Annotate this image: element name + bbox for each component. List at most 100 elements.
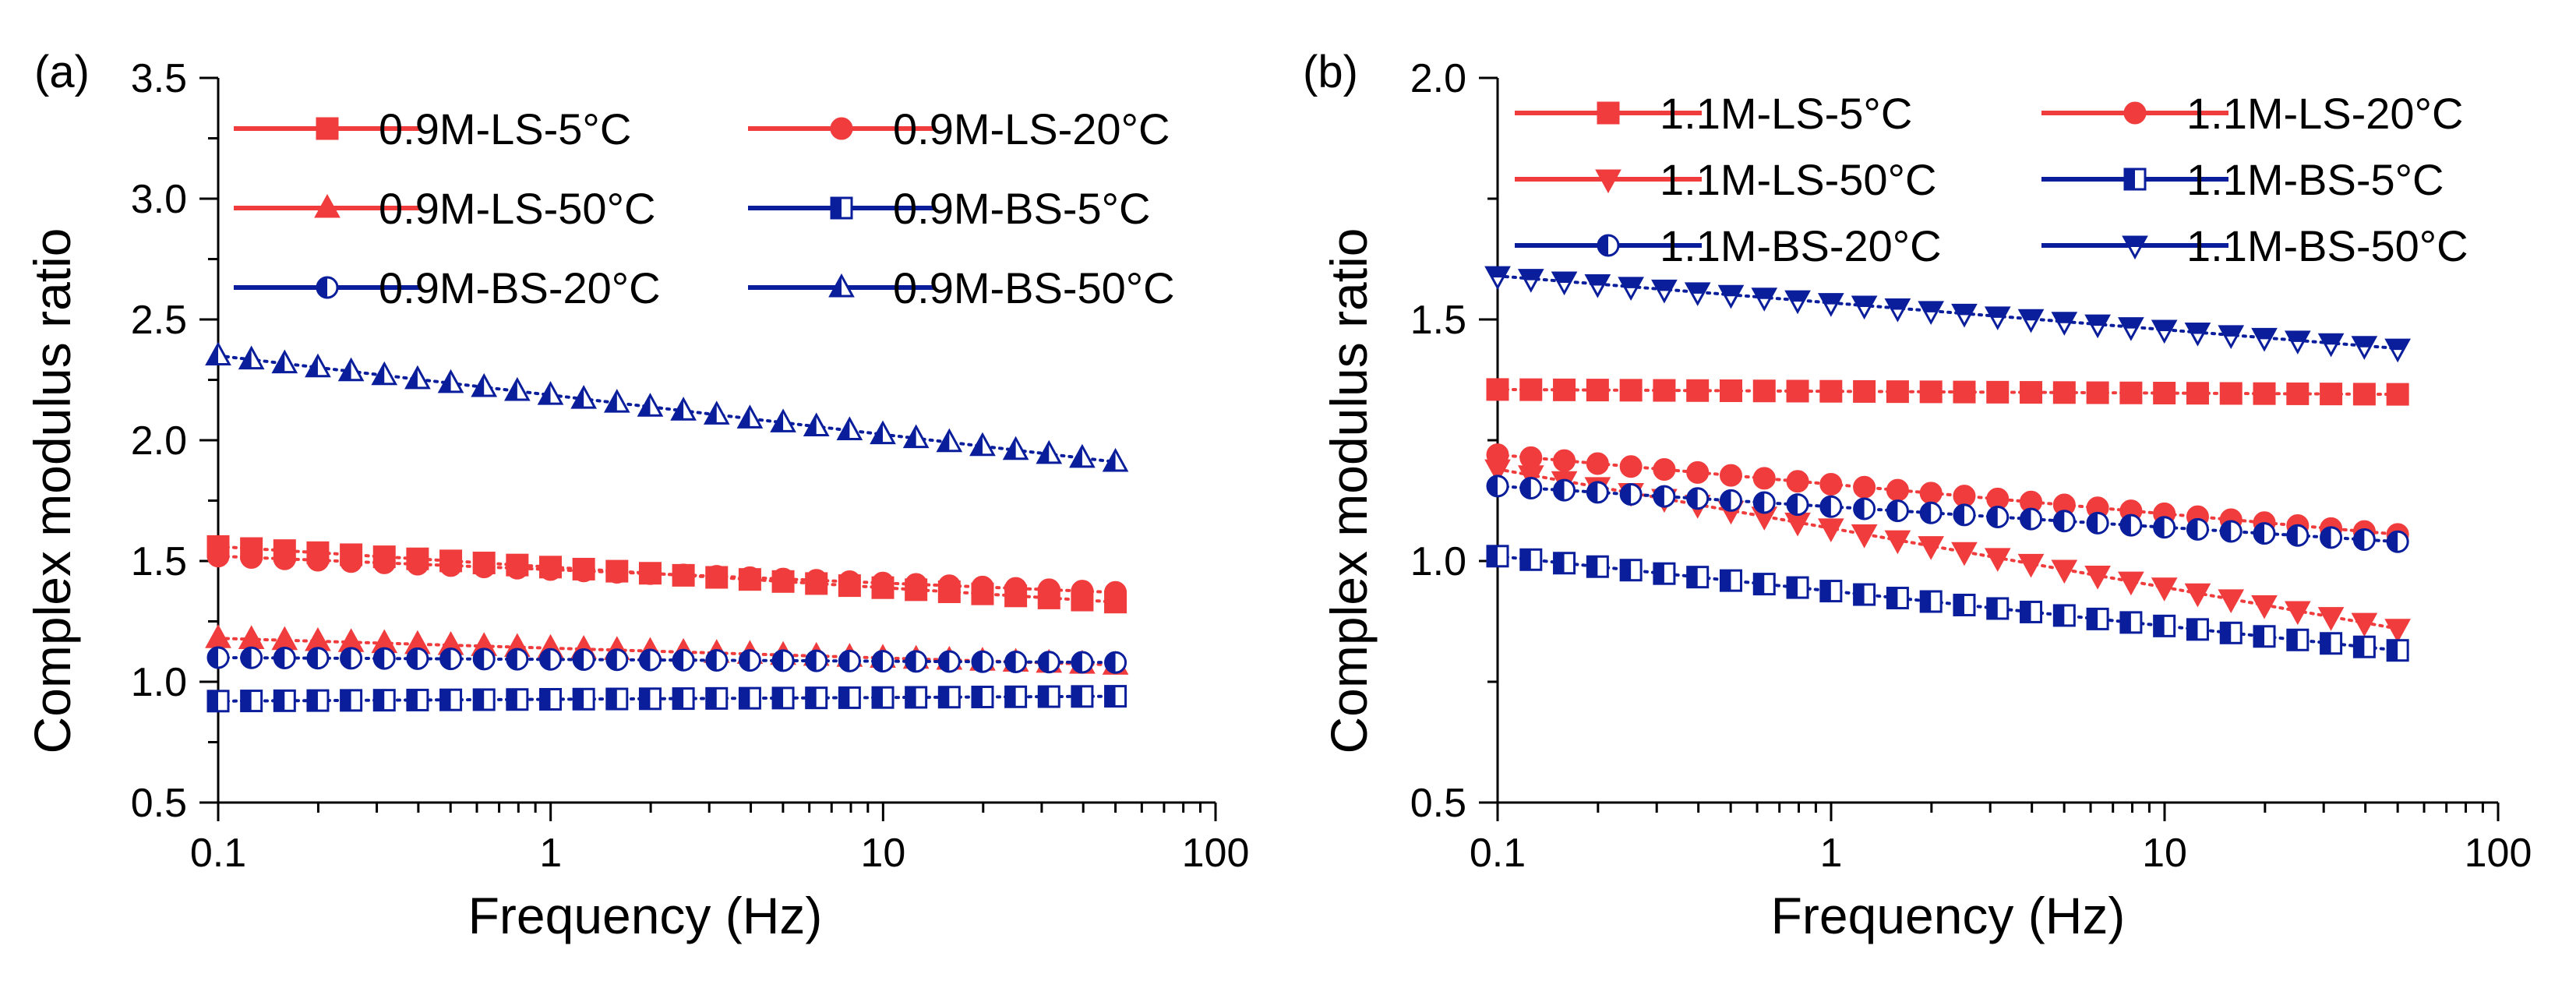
data-point	[1519, 446, 1543, 469]
data-series	[1486, 545, 2409, 662]
data-point	[2052, 510, 2076, 533]
data-point	[705, 648, 729, 672]
y-tick-label: 3.0	[131, 177, 187, 222]
data-point	[1553, 378, 1576, 401]
data-point	[404, 365, 431, 390]
data-point	[306, 549, 330, 572]
data-point	[2052, 604, 2076, 627]
data-point	[1886, 499, 1909, 523]
data-point	[340, 647, 363, 670]
data-point	[637, 393, 664, 417]
data-point	[1519, 548, 1543, 571]
data-point	[1586, 452, 1609, 475]
series-line	[1496, 484, 2400, 544]
data-point	[703, 400, 730, 425]
data-series	[205, 341, 1129, 472]
data-point	[340, 550, 363, 573]
data-point	[2317, 333, 2345, 358]
data-point	[2386, 639, 2409, 662]
data-point	[870, 420, 896, 445]
data-series	[1484, 266, 2411, 363]
legend-marker	[828, 273, 855, 298]
y-tick-label: 2.0	[131, 418, 187, 464]
data-point	[570, 385, 597, 409]
data-point	[371, 361, 398, 386]
data-point	[1784, 290, 1811, 315]
data-point	[1037, 685, 1060, 708]
data-point	[1553, 478, 1576, 502]
data-point	[936, 428, 963, 453]
data-point	[437, 369, 464, 393]
data-point	[372, 689, 396, 712]
data-point	[2284, 601, 2311, 626]
data-point	[1071, 651, 1094, 674]
data-point	[1653, 562, 1676, 585]
data-point	[1519, 477, 1543, 500]
data-point	[1651, 279, 1678, 304]
legend-label: 0.9M-LS-20°C	[893, 104, 1170, 153]
y-tick-label: 2.5	[131, 298, 187, 343]
data-point	[603, 389, 630, 413]
data-point	[2219, 621, 2243, 644]
data-point	[2186, 517, 2209, 541]
data-point	[1953, 485, 1976, 508]
data-point	[2151, 577, 2178, 602]
data-series	[1486, 475, 2409, 553]
data-point	[736, 404, 764, 429]
x-tick-label: 0.1	[190, 831, 246, 876]
data-point	[2251, 595, 2278, 619]
legend-marker	[830, 117, 853, 140]
series-line	[217, 554, 1117, 595]
data-point	[406, 688, 429, 711]
legend-item: 0.9M-BS-5°C	[748, 184, 1150, 233]
data-point	[1004, 577, 1028, 600]
data-point	[205, 341, 231, 366]
legend-label: 0.9M-BS-50°C	[893, 263, 1175, 312]
data-point	[1717, 284, 1745, 309]
series-group	[1484, 266, 2411, 662]
data-point	[372, 551, 396, 574]
data-point	[1918, 536, 1945, 560]
data-point	[406, 647, 429, 670]
data-point	[2084, 314, 2111, 339]
data-point	[1619, 559, 1643, 582]
legend-label: 1.1M-LS-50°C	[1660, 155, 1936, 204]
data-point	[1953, 593, 1976, 616]
data-point	[206, 646, 230, 669]
data-point	[805, 686, 828, 710]
data-point	[2352, 635, 2376, 658]
data-point	[1786, 379, 1809, 403]
data-point	[1517, 465, 1544, 489]
data-point	[506, 556, 529, 580]
data-point	[2017, 553, 2045, 578]
data-point	[2219, 520, 2243, 543]
legend-marker	[1595, 169, 1621, 194]
data-point	[271, 349, 298, 374]
ticks: 0.1 1 10 100 0.5 1.0 1.5 2.0 2.5 3.0 3.5	[131, 56, 1250, 876]
data-point	[1986, 380, 2010, 404]
chart-panel-b: (b) Complex modulus ratio Frequency (Hz)…	[1303, 47, 2532, 944]
data-point	[1752, 379, 1776, 403]
data-point	[439, 688, 463, 711]
data-point	[2151, 319, 2178, 344]
data-point	[902, 424, 930, 449]
data-point	[705, 565, 729, 588]
data-point	[506, 688, 529, 711]
legend-label: 1.1M-BS-50°C	[2186, 221, 2468, 270]
data-point	[1786, 576, 1809, 599]
data-series	[206, 646, 1127, 674]
data-point	[2184, 322, 2211, 347]
y-tick-label: 2.0	[1410, 56, 1466, 101]
legend-marker	[830, 196, 853, 220]
data-point	[506, 647, 529, 671]
data-point	[971, 575, 994, 598]
data-point	[2386, 530, 2409, 553]
data-point	[1037, 578, 1060, 602]
data-point	[1071, 685, 1094, 708]
legend-marker	[2123, 101, 2147, 125]
data-point	[1071, 580, 1094, 603]
x-tick-label: 100	[1182, 831, 1250, 876]
data-point	[337, 357, 365, 382]
data-point	[937, 650, 961, 673]
data-point	[2017, 309, 2045, 333]
